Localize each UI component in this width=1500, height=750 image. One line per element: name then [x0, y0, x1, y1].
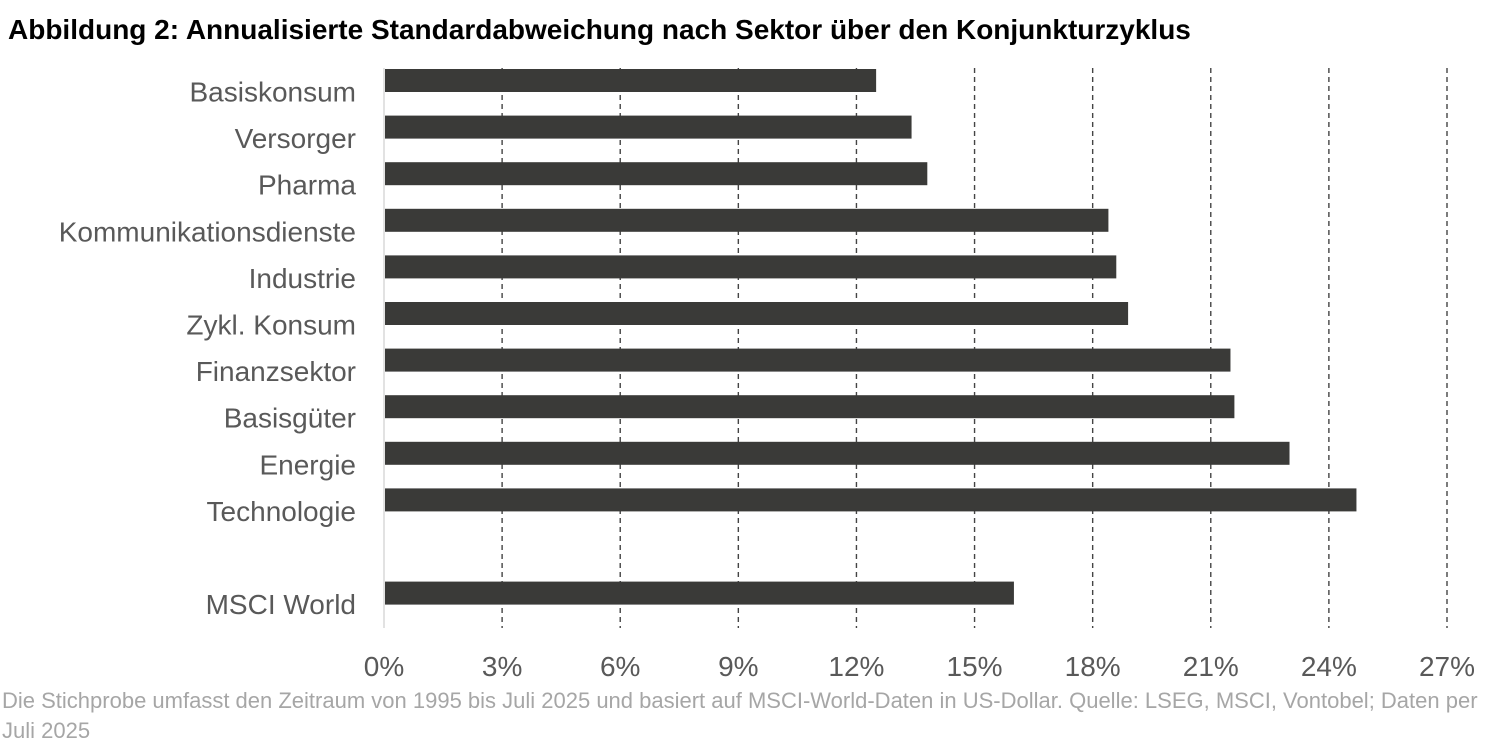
chart-title: Abbildung 2: Annualisierte Standardabwei…: [8, 14, 1191, 45]
category-label: Versorger: [235, 123, 356, 154]
bar: [385, 581, 1014, 605]
bar: [385, 115, 912, 139]
x-tick-label: 21%: [1183, 651, 1239, 682]
category-label: Energie: [259, 449, 356, 480]
bar: [385, 441, 1290, 465]
category-labels: Basiskonsum Versorger Pharma Kommunikations…: [59, 77, 357, 621]
category-label: Basiskonsum: [189, 77, 356, 108]
x-tick-label: 12%: [828, 651, 884, 682]
category-label: MSCI World: [206, 589, 356, 620]
bars: [385, 69, 1357, 605]
gridlines: [501, 68, 1448, 628]
category-label: Finanzsektor: [196, 356, 356, 387]
x-tick-labels: 0% 3% 6% 9% 12% 15% 18% 21% 24% 27%: [364, 651, 1475, 682]
x-tick-label: 0%: [364, 651, 404, 682]
bar: [385, 302, 1129, 325]
x-tick-label: 3%: [482, 651, 522, 682]
bar: [385, 348, 1231, 372]
bar-chart: Basiskonsum Versorger Pharma Kommunikations…: [59, 68, 1475, 682]
source-note: Die Stichprobe umfasst den Zeitraum von …: [2, 688, 1478, 743]
bar: [385, 255, 1117, 279]
bar: [385, 69, 877, 92]
bar: [385, 395, 1235, 419]
category-label: Zykl. Konsum: [186, 310, 356, 341]
bar: [385, 488, 1357, 512]
bar: [385, 162, 928, 186]
category-label: Kommunikationsdienste: [59, 216, 356, 247]
x-tick-label: 6%: [600, 651, 640, 682]
x-tick-label: 27%: [1419, 651, 1475, 682]
x-tick-label: 15%: [947, 651, 1003, 682]
x-tick-label: 24%: [1301, 651, 1357, 682]
x-tick-label: 18%: [1065, 651, 1121, 682]
category-label: Industrie: [249, 263, 356, 294]
bar: [385, 208, 1109, 232]
x-tick-label: 9%: [718, 651, 758, 682]
category-label: Pharma: [258, 170, 356, 201]
category-label: Technologie: [207, 496, 356, 527]
category-label: Basisgüter: [224, 403, 356, 434]
